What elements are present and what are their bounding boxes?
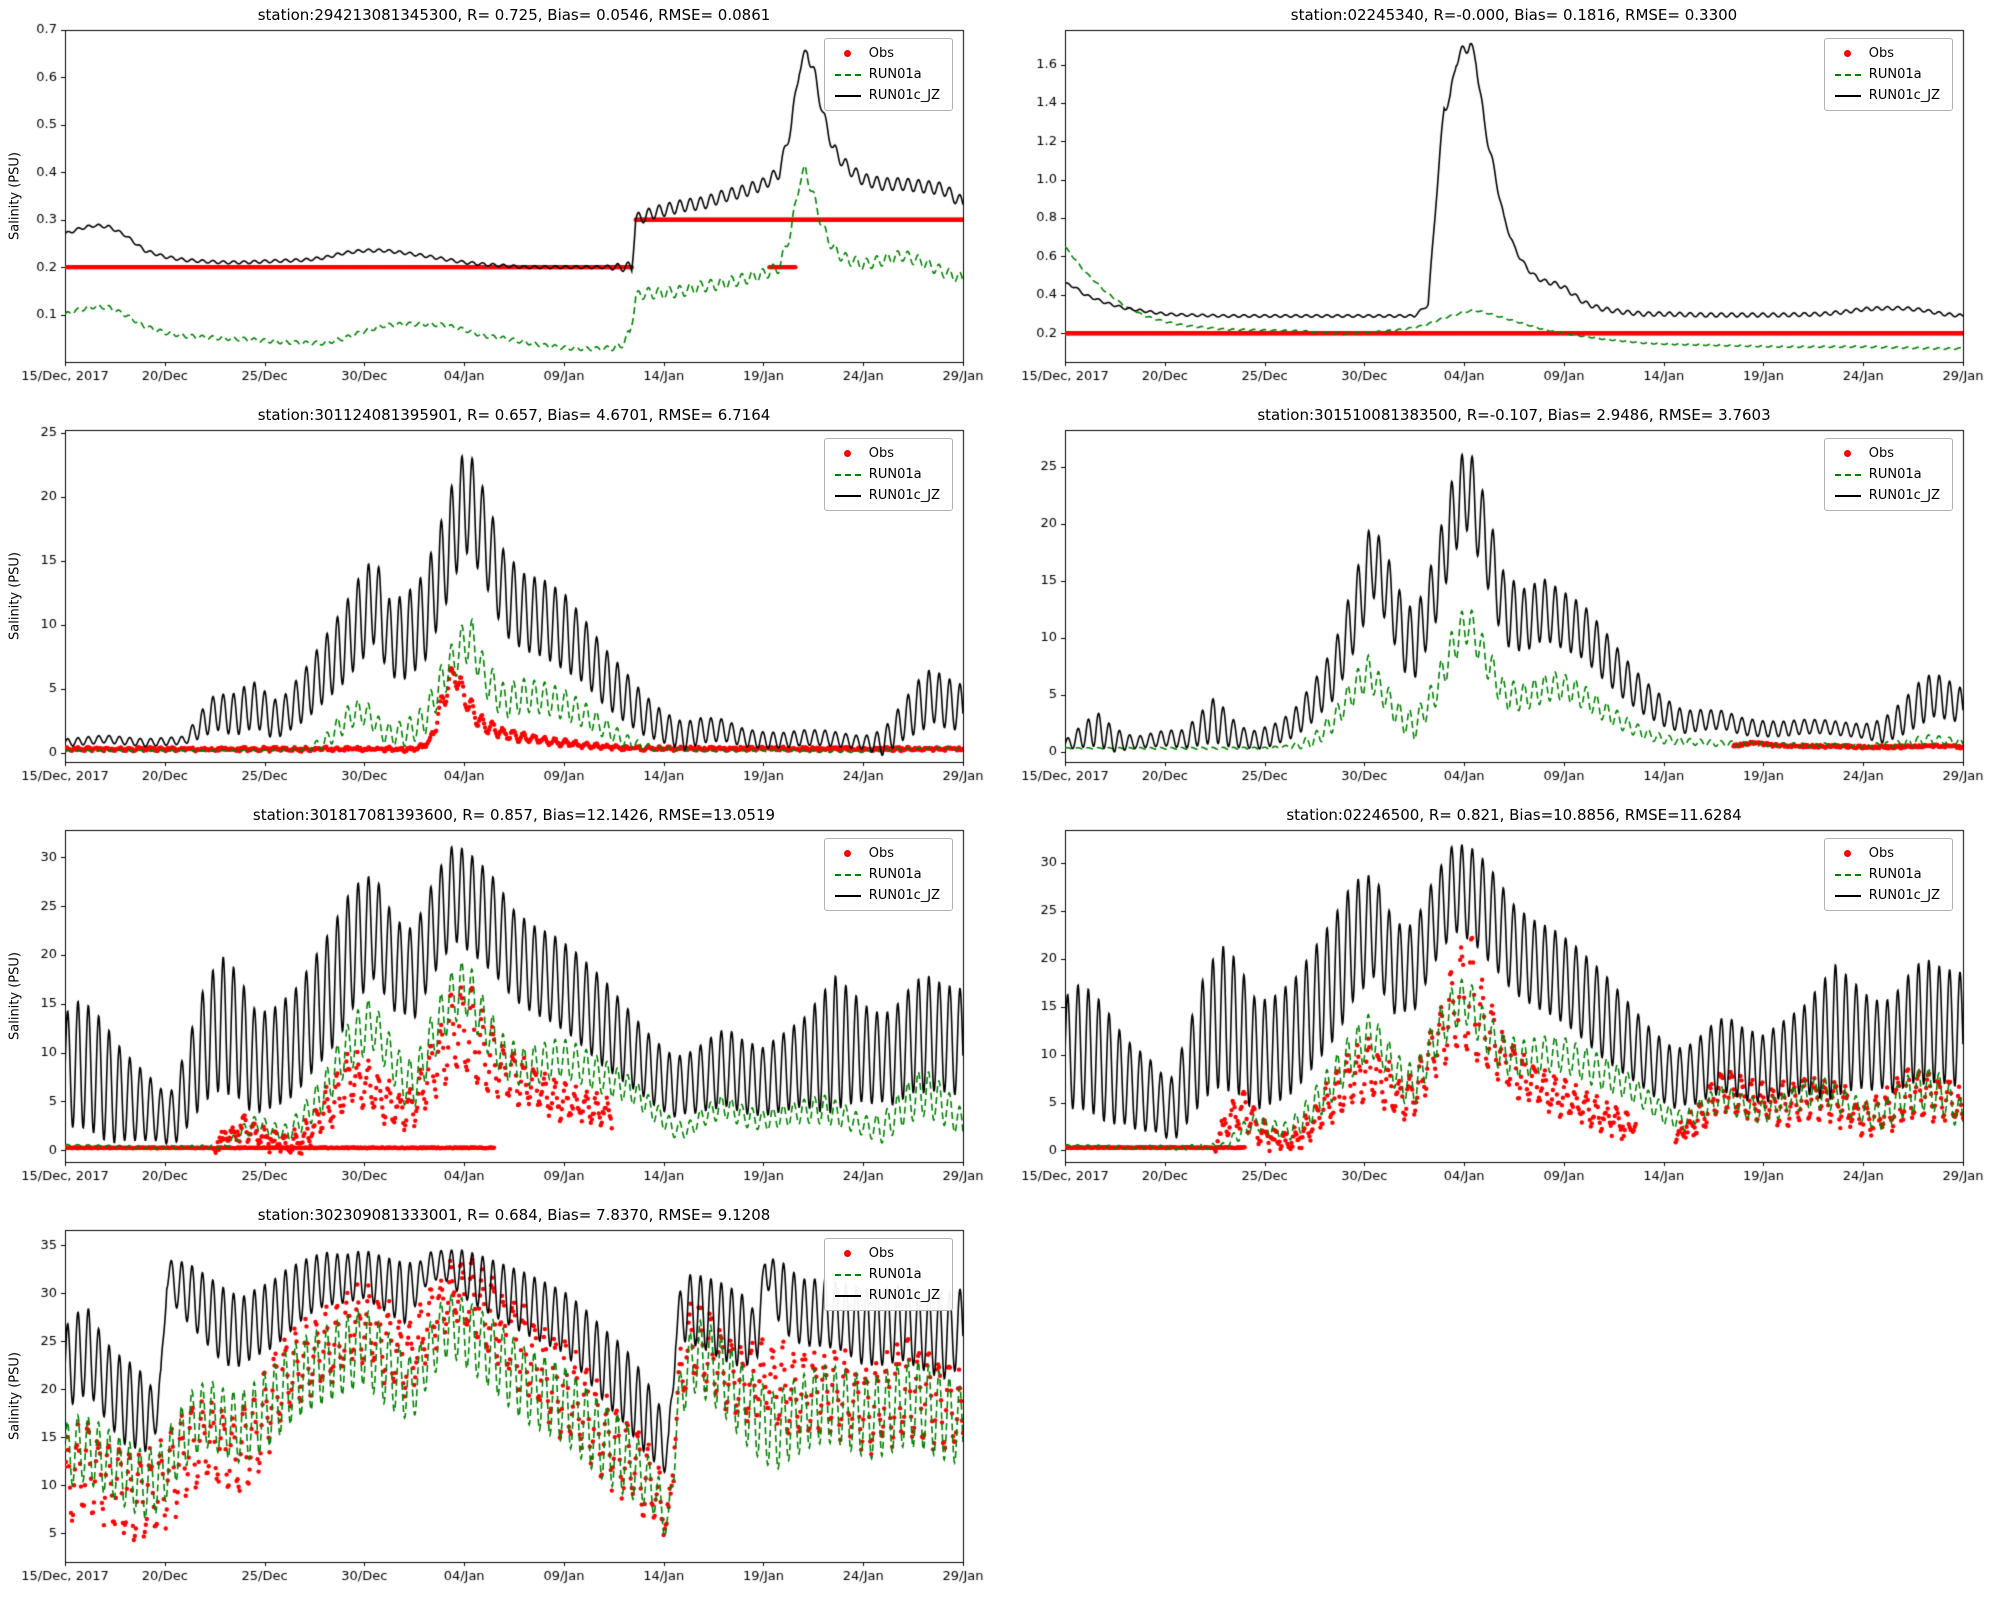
chart-panel: station:302309081333001, R= 0.684, Bias=… bbox=[0, 1200, 1000, 1600]
obs-dot-marker-icon bbox=[1835, 50, 1861, 57]
legend-item-obs: Obs bbox=[1835, 46, 1940, 61]
chart-title: station:301510081383500, R=-0.107, Bias=… bbox=[1257, 406, 1771, 424]
legend: Obs RUN01a RUN01c_JZ bbox=[823, 1238, 953, 1311]
chart-title: station:301124081395901, R= 0.657, Bias=… bbox=[257, 406, 771, 424]
legend-item-run01a: RUN01a bbox=[1834, 67, 1940, 82]
obs-dot-marker-icon bbox=[835, 50, 861, 57]
legend-item-run01c: RUN01c_JZ bbox=[834, 488, 940, 503]
legend-label-run01c: RUN01c_JZ bbox=[1868, 488, 1940, 503]
chart-panel: station:02246500, R= 0.821, Bias=10.8856… bbox=[1000, 800, 2000, 1200]
legend-item-run01c: RUN01c_JZ bbox=[1834, 888, 1940, 903]
legend: Obs RUN01a RUN01c_JZ bbox=[1823, 438, 1953, 511]
legend-label-run01c: RUN01c_JZ bbox=[868, 888, 940, 903]
legend-item-run01a: RUN01a bbox=[834, 867, 940, 882]
run01c-solid-line-icon bbox=[834, 1294, 861, 1297]
legend-item-run01a: RUN01a bbox=[834, 1267, 940, 1282]
legend-label-obs: Obs bbox=[868, 1246, 895, 1261]
legend-label-run01c: RUN01c_JZ bbox=[868, 488, 940, 503]
obs-dot-marker-icon bbox=[835, 850, 861, 857]
legend-label-run01a: RUN01a bbox=[868, 467, 922, 482]
legend-label-run01a: RUN01a bbox=[868, 867, 922, 882]
run01a-dashed-line-icon bbox=[834, 473, 861, 476]
legend-label-obs: Obs bbox=[1868, 446, 1895, 461]
run01c-solid-line-icon bbox=[1834, 494, 1861, 497]
legend-item-run01c: RUN01c_JZ bbox=[834, 1288, 940, 1303]
legend-item-run01c: RUN01c_JZ bbox=[1834, 488, 1940, 503]
legend-label-run01a: RUN01a bbox=[868, 1267, 922, 1282]
legend-label-obs: Obs bbox=[868, 46, 895, 61]
legend-item-obs: Obs bbox=[1835, 846, 1940, 861]
chart-panel: station:301124081395901, R= 0.657, Bias=… bbox=[0, 400, 1000, 800]
legend: Obs RUN01a RUN01c_JZ bbox=[1823, 38, 1953, 111]
legend: Obs RUN01a RUN01c_JZ bbox=[823, 38, 953, 111]
legend-label-run01a: RUN01a bbox=[1868, 867, 1922, 882]
legend-label-run01a: RUN01a bbox=[1868, 467, 1922, 482]
chart-panel: station:02245340, R=-0.000, Bias= 0.1816… bbox=[1000, 0, 2000, 400]
run01c-solid-line-icon bbox=[834, 94, 861, 97]
obs-dot-marker-icon bbox=[1835, 450, 1861, 457]
legend-item-obs: Obs bbox=[835, 1246, 940, 1261]
legend-label-obs: Obs bbox=[868, 846, 895, 861]
chart-title: station:02245340, R=-0.000, Bias= 0.1816… bbox=[1290, 6, 1738, 24]
legend-label-run01a: RUN01a bbox=[1868, 67, 1922, 82]
run01a-dashed-line-icon bbox=[834, 873, 861, 876]
legend-label-run01c: RUN01c_JZ bbox=[868, 1288, 940, 1303]
chart-title: station:302309081333001, R= 0.684, Bias=… bbox=[257, 1206, 771, 1224]
legend-item-run01c: RUN01c_JZ bbox=[1834, 88, 1940, 103]
obs-dot-marker-icon bbox=[835, 1250, 861, 1257]
legend: Obs RUN01a RUN01c_JZ bbox=[1823, 838, 1953, 911]
chart-panel: station:294213081345300, R= 0.725, Bias=… bbox=[0, 0, 1000, 400]
legend-item-run01a: RUN01a bbox=[1834, 467, 1940, 482]
legend-label-run01c: RUN01c_JZ bbox=[868, 88, 940, 103]
obs-dot-marker-icon bbox=[1835, 850, 1861, 857]
chart-title: station:301817081393600, R= 0.857, Bias=… bbox=[252, 806, 776, 824]
run01c-solid-line-icon bbox=[1834, 894, 1861, 897]
legend-item-obs: Obs bbox=[1835, 446, 1940, 461]
legend: Obs RUN01a RUN01c_JZ bbox=[823, 438, 953, 511]
legend-item-run01a: RUN01a bbox=[834, 467, 940, 482]
legend-item-run01c: RUN01c_JZ bbox=[834, 888, 940, 903]
legend-label-run01c: RUN01c_JZ bbox=[1868, 88, 1940, 103]
legend: Obs RUN01a RUN01c_JZ bbox=[823, 838, 953, 911]
run01a-dashed-line-icon bbox=[1834, 473, 1861, 476]
legend-item-run01c: RUN01c_JZ bbox=[834, 88, 940, 103]
run01c-solid-line-icon bbox=[1834, 94, 1861, 97]
legend-item-obs: Obs bbox=[835, 846, 940, 861]
run01c-solid-line-icon bbox=[834, 494, 861, 497]
legend-label-obs: Obs bbox=[1868, 846, 1895, 861]
y-axis-label: Salinity (PSU) bbox=[7, 1352, 23, 1440]
y-axis-label: Salinity (PSU) bbox=[7, 952, 23, 1040]
y-axis-label: Salinity (PSU) bbox=[7, 152, 23, 240]
chart-panel: station:301817081393600, R= 0.857, Bias=… bbox=[0, 800, 1000, 1200]
y-axis-label: Salinity (PSU) bbox=[7, 552, 23, 640]
legend-label-run01a: RUN01a bbox=[868, 67, 922, 82]
legend-label-run01c: RUN01c_JZ bbox=[1868, 888, 1940, 903]
obs-dot-marker-icon bbox=[835, 450, 861, 457]
run01a-dashed-line-icon bbox=[834, 1273, 861, 1276]
run01a-dashed-line-icon bbox=[1834, 73, 1861, 76]
legend-label-obs: Obs bbox=[868, 446, 895, 461]
run01a-dashed-line-icon bbox=[834, 73, 861, 76]
chart-title: station:294213081345300, R= 0.725, Bias=… bbox=[257, 6, 771, 24]
run01c-solid-line-icon bbox=[834, 894, 861, 897]
legend-item-obs: Obs bbox=[835, 446, 940, 461]
legend-item-run01a: RUN01a bbox=[1834, 867, 1940, 882]
legend-item-run01a: RUN01a bbox=[834, 67, 940, 82]
chart-title: station:02246500, R= 0.821, Bias=10.8856… bbox=[1286, 806, 1742, 824]
legend-label-obs: Obs bbox=[1868, 46, 1895, 61]
chart-panel: station:301510081383500, R=-0.107, Bias=… bbox=[1000, 400, 2000, 800]
run01a-dashed-line-icon bbox=[1834, 873, 1861, 876]
legend-item-obs: Obs bbox=[835, 46, 940, 61]
